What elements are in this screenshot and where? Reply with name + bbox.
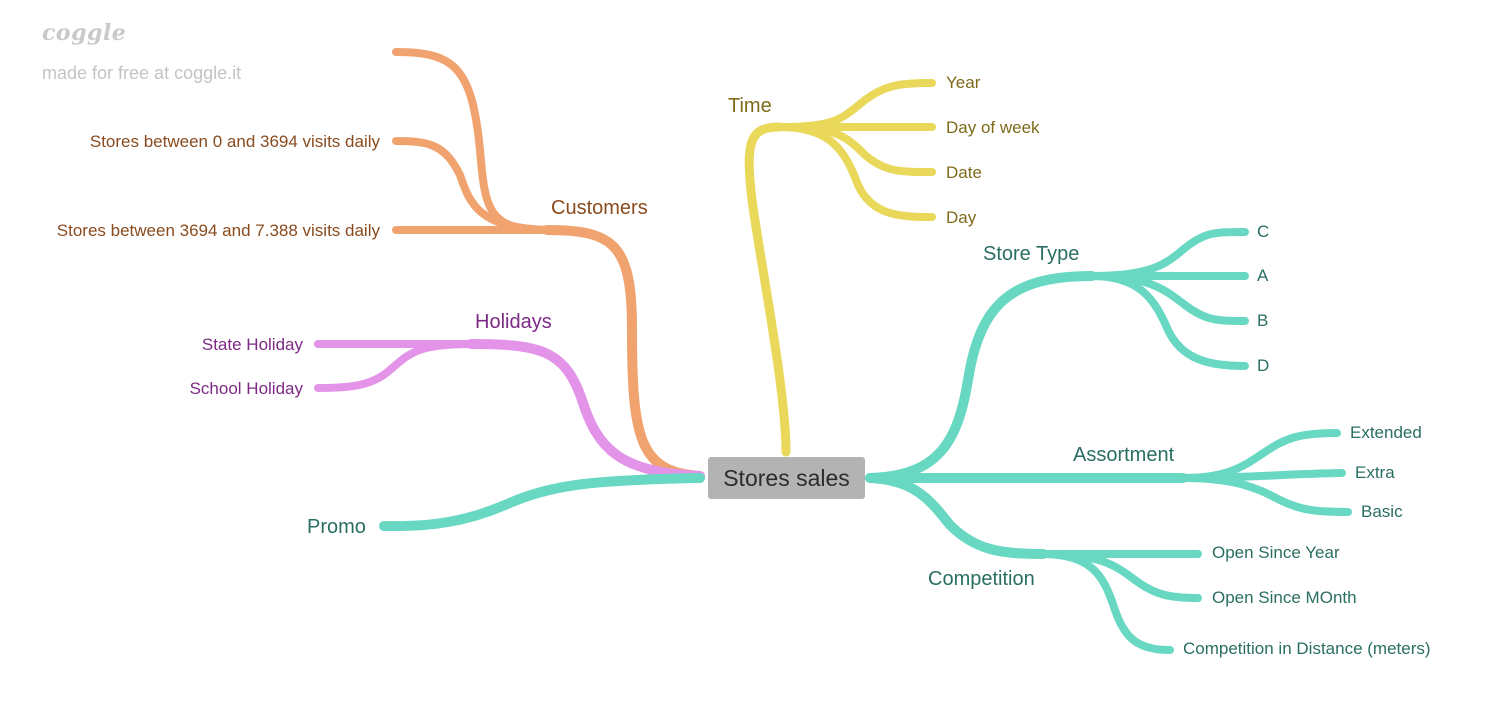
node-time-day[interactable]: Day (946, 208, 977, 227)
node-time-date[interactable]: Date (946, 163, 982, 182)
link-store-type-c (1088, 228, 1249, 280)
node-store-type-d[interactable]: D (1257, 356, 1270, 375)
link-center-time (744, 122, 791, 457)
link-competition-month (1039, 550, 1202, 602)
node-store-type-b[interactable]: B (1257, 311, 1269, 330)
node-assortment[interactable]: Assortment (1073, 444, 1175, 466)
assortment-branch-links (865, 429, 1352, 516)
promo-branch-links (379, 473, 705, 532)
node-state-holiday[interactable]: State Holiday (201, 335, 303, 354)
link-assortment-basic (1179, 474, 1352, 516)
node-customers[interactable]: Customers (551, 197, 648, 219)
link-center-competition (865, 473, 1048, 559)
node-competition-open-year[interactable]: Open Since Year (1212, 543, 1340, 562)
central-topic[interactable]: Stores sales (708, 457, 865, 499)
node-time[interactable]: Time (728, 95, 772, 117)
link-time-date (776, 123, 936, 176)
node-school-holiday[interactable]: School Holiday (189, 379, 303, 398)
link-store-type-d (1088, 272, 1249, 370)
time-branch-links (744, 79, 936, 457)
link-store-type-b (1088, 272, 1249, 325)
node-time-year[interactable]: Year (946, 73, 981, 92)
link-holidays-leaf-2 (314, 340, 475, 392)
node-assortment-basic[interactable]: Basic (1361, 502, 1403, 521)
node-customers-leaf-2[interactable]: Stores between 0 and 3694 visits daily (89, 132, 380, 151)
competition-branch-links (865, 473, 1202, 654)
link-center-store-type (865, 271, 1097, 483)
node-assortment-extended[interactable]: Extended (1350, 423, 1422, 442)
link-center-customers (542, 225, 705, 481)
coggle-logo: coggle (42, 20, 127, 46)
link-center-holidays (466, 339, 705, 481)
link-time-year (776, 79, 936, 131)
node-competition-distance[interactable]: Competition in Distance (meters) (1183, 639, 1431, 658)
node-competition[interactable]: Competition (928, 568, 1035, 590)
node-store-type-a[interactable]: A (1257, 266, 1269, 285)
link-competition-distance (1039, 550, 1174, 654)
holidays-branch-links (314, 339, 705, 481)
store-type-branch-links (865, 228, 1249, 483)
customers-branch-links (392, 48, 705, 481)
node-customers-leaf-3[interactable]: Stores between 3694 and 7.388 visits dai… (56, 221, 380, 240)
node-promo[interactable]: Promo (307, 516, 366, 538)
link-time-day (776, 123, 936, 221)
link-customers-leaf-2 (392, 137, 551, 234)
watermark-tagline: made for free at coggle.it (42, 63, 242, 83)
link-center-promo (379, 473, 705, 532)
node-time-day-of-week[interactable]: Day of week (946, 118, 1040, 137)
node-holidays[interactable]: Holidays (475, 311, 552, 333)
node-store-type[interactable]: Store Type (983, 243, 1080, 265)
node-competition-open-month[interactable]: Open Since MOnth (1212, 588, 1357, 607)
node-assortment-extra[interactable]: Extra (1355, 463, 1395, 482)
node-store-type-c[interactable]: C (1257, 222, 1270, 241)
